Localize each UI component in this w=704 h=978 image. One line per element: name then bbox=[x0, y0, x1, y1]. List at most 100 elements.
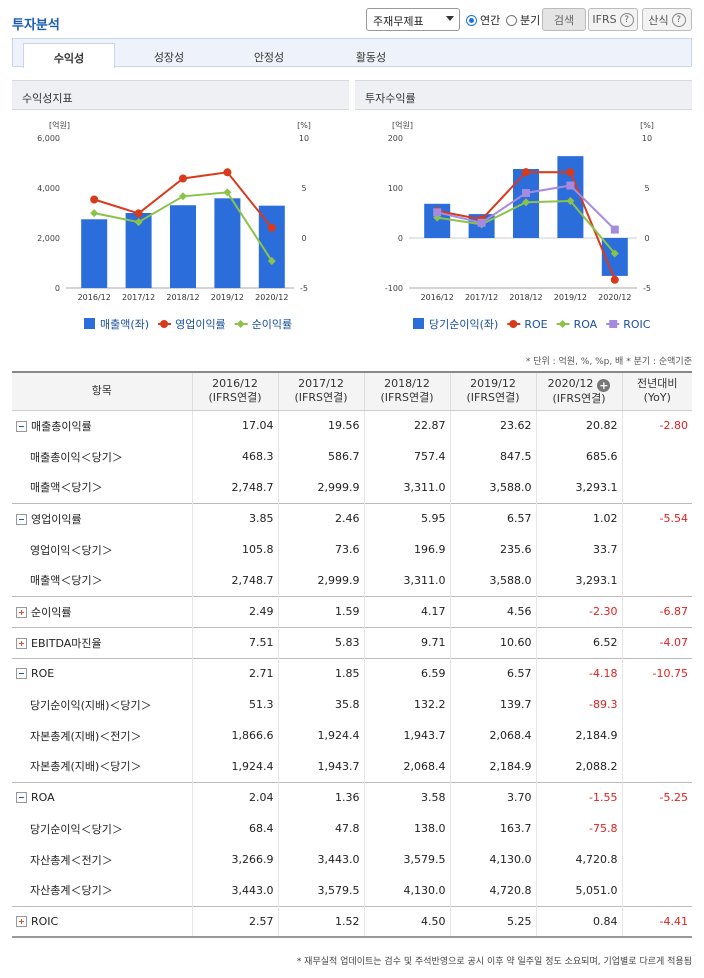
cell-value: -75.8 bbox=[535, 813, 622, 844]
formula-button-label: 산식 bbox=[648, 13, 669, 27]
legend-marker bbox=[609, 320, 618, 328]
cell-value: 1.85 bbox=[277, 657, 364, 689]
table-row: 매출액＜당기＞ 2,748.7 2,999.9 3,311.0 3,588.0 3,293… bbox=[12, 472, 692, 503]
tab-profitability[interactable]: 수익성 bbox=[23, 43, 115, 68]
cell-value: 5.83 bbox=[277, 626, 364, 658]
tab-stability[interactable]: 안정성 bbox=[253, 51, 285, 64]
radio-annual[interactable]: 연간 bbox=[466, 12, 500, 28]
cell-yoy bbox=[621, 720, 692, 751]
cell-yoy: -5.54 bbox=[621, 502, 692, 534]
cell-value: 73.6 bbox=[277, 534, 364, 565]
cell-yoy: -10.75 bbox=[621, 657, 692, 689]
radio-quarter[interactable]: 분기 bbox=[506, 12, 540, 28]
left-tick-label: 200 bbox=[388, 134, 403, 143]
point bbox=[566, 197, 575, 205]
x-tick-label: 2020/12 bbox=[598, 293, 631, 302]
footnote: * 재무실적 업데이트는 검수 및 주석반영으로 공시 이후 약 일주일 정도 … bbox=[296, 957, 692, 967]
cell-value: 2,068.4 bbox=[449, 720, 536, 751]
cell-yoy bbox=[621, 534, 692, 565]
cell-value: 2.71 bbox=[191, 657, 278, 689]
legend-marker bbox=[160, 320, 169, 328]
header-year: 2019/12 bbox=[470, 377, 516, 391]
table-row: ROA 2.04 1.36 3.58 3.70 -1.55 -5.25 bbox=[12, 781, 692, 813]
collapse-icon[interactable] bbox=[16, 513, 27, 525]
point bbox=[267, 257, 276, 265]
table-row: 매출총이익＜당기＞ 468.3 586.7 757.4 847.5 685.6 bbox=[12, 441, 692, 472]
table-row: 영업이익률 3.85 2.46 5.95 6.57 1.02 -5.54 bbox=[12, 502, 692, 534]
table-row: 매출액＜당기＞ 2,748.7 2,999.9 3,311.0 3,588.0 3,293… bbox=[12, 565, 692, 596]
search-button[interactable]: 검색 bbox=[542, 8, 586, 31]
point bbox=[90, 209, 99, 218]
cell-value: 5.25 bbox=[449, 905, 536, 937]
table-row: 당기순이익＜당기＞ 68.4 47.8 138.0 163.7 -75.8 bbox=[12, 813, 692, 844]
cell-value: 1.52 bbox=[277, 905, 364, 937]
statement-select[interactable]: 주재무제표 bbox=[366, 8, 460, 31]
cell-value: 0.84 bbox=[535, 905, 622, 937]
table-row: 자본총계(지배)＜전기＞ 1,866.6 1,924.4 1,943.7 2,068.4… bbox=[12, 720, 692, 751]
table-row: 자산총계＜당기＞ 3,443.0 3,579.5 4,130.0 4,720.8 5,05… bbox=[12, 875, 692, 906]
header-basis: (IFRS연결) bbox=[466, 391, 520, 405]
tab-growth[interactable]: 성장성 bbox=[153, 51, 185, 64]
row-label: 영업이익＜당기＞ bbox=[12, 534, 192, 565]
formula-button[interactable]: 산식 ? bbox=[642, 8, 692, 31]
right-tick-label: 10 bbox=[299, 134, 309, 143]
row-label: 매출총이익＜당기＞ bbox=[12, 441, 192, 472]
profitability-chart-panel: 수익성지표 [억원] [%] 6,000 4,000 2,000 0 10 5 0 -5 2016/… bbox=[12, 80, 349, 338]
cell-value: 3,588.0 bbox=[449, 565, 536, 596]
cell-yoy: -4.41 bbox=[621, 905, 692, 937]
cell-value: 1.02 bbox=[535, 502, 622, 534]
collapse-icon[interactable] bbox=[16, 792, 27, 804]
cell-value: 1.36 bbox=[277, 781, 364, 813]
row-label-text: 자본총계(지배)＜전기＞ bbox=[30, 729, 142, 743]
row-label-text: 당기순이익(지배)＜당기＞ bbox=[30, 698, 152, 712]
cell-value: 196.9 bbox=[363, 534, 450, 565]
cell-value: 22.87 bbox=[363, 409, 450, 441]
tab-activity[interactable]: 활동성 bbox=[355, 51, 387, 64]
collapse-icon[interactable] bbox=[16, 420, 27, 432]
bar bbox=[214, 198, 241, 288]
unit-note: * 단위 : 억원, %, %p, 배 * 분기 : 순액기준 bbox=[525, 357, 692, 367]
legend-label: 순이익률 bbox=[252, 318, 292, 331]
cell-value: 6.59 bbox=[363, 657, 450, 689]
expand-icon[interactable] bbox=[16, 916, 27, 928]
cell-yoy bbox=[621, 689, 692, 720]
cell-value: 3.70 bbox=[449, 781, 536, 813]
header-basis: (IFRS연결) bbox=[380, 391, 434, 405]
legend-label: 당기순이익(좌) bbox=[429, 318, 498, 331]
cell-value: 7.51 bbox=[191, 626, 278, 658]
cell-yoy bbox=[621, 813, 692, 844]
right-tick-label: -5 bbox=[300, 284, 308, 293]
expand-icon[interactable] bbox=[16, 606, 27, 618]
row-label-text: 자본총계(지배)＜당기＞ bbox=[30, 760, 142, 774]
point bbox=[90, 195, 99, 204]
cell-value: 2.46 bbox=[277, 502, 364, 534]
cell-value: 6.52 bbox=[535, 626, 622, 658]
add-column-icon[interactable]: + bbox=[597, 378, 611, 392]
cell-value: 3.58 bbox=[363, 781, 450, 813]
cell-yoy bbox=[621, 565, 692, 596]
right-tick-label: 0 bbox=[644, 234, 649, 243]
x-tick-label: 2017/12 bbox=[122, 293, 155, 302]
expand-icon[interactable] bbox=[16, 637, 27, 649]
cell-value: 757.4 bbox=[363, 441, 450, 472]
point bbox=[566, 168, 575, 177]
ifrs-button-label: IFRS bbox=[592, 13, 617, 26]
cell-value: 68.4 bbox=[191, 813, 278, 844]
point bbox=[267, 223, 276, 232]
cell-value: 1,943.7 bbox=[277, 751, 364, 782]
cell-yoy: -6.87 bbox=[621, 595, 692, 627]
left-axis-unit: [억원] bbox=[49, 120, 70, 130]
ifrs-button[interactable]: IFRS ? bbox=[588, 8, 638, 31]
row-label-text: 매출총이익＜당기＞ bbox=[30, 450, 123, 464]
x-tick-label: 2019/12 bbox=[554, 293, 587, 302]
cell-value: 3,588.0 bbox=[449, 472, 536, 503]
cell-value: 468.3 bbox=[191, 441, 278, 472]
cell-value: 2.57 bbox=[191, 905, 278, 937]
table-row: EBITDA마진율 7.51 5.83 9.71 10.60 6.52 -4.07 bbox=[12, 626, 692, 658]
cell-value: -89.3 bbox=[535, 689, 622, 720]
cell-value: 3,293.1 bbox=[535, 472, 622, 503]
collapse-icon[interactable] bbox=[16, 668, 27, 680]
header-year: 2020/12 bbox=[547, 376, 594, 390]
search-button-label: 검색 bbox=[553, 13, 575, 27]
legend-label: ROIC bbox=[623, 318, 651, 331]
